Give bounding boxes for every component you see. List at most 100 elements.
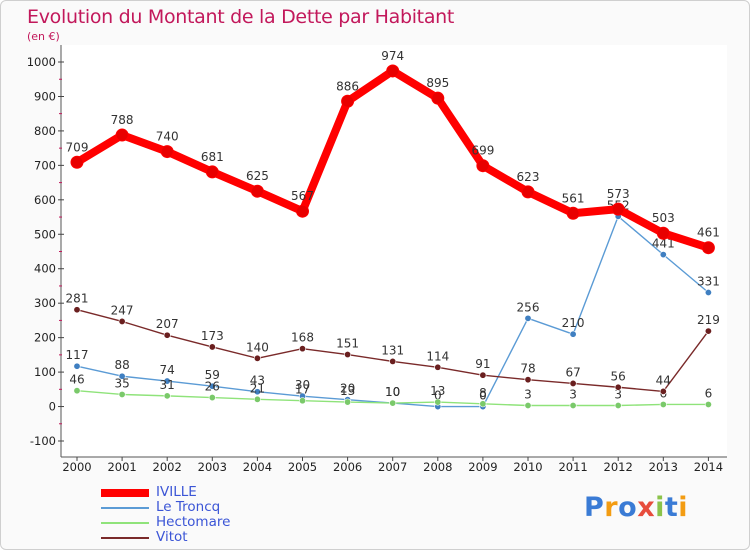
data-label-iville: 503 xyxy=(652,211,675,225)
data-point-vitot xyxy=(524,376,532,384)
data-label-vitot: 168 xyxy=(291,331,314,345)
proxiti-logo: Proxiti xyxy=(584,492,688,523)
data-label-vitot: 131 xyxy=(381,343,404,357)
data-point-vitot xyxy=(253,354,261,362)
x-tick-label: 2010 xyxy=(513,460,542,474)
data-label-le-troncq: 0 xyxy=(434,389,442,403)
legend-label-hectomare: Hectomare xyxy=(156,514,231,530)
data-point-hectomare xyxy=(659,400,667,408)
x-tick-label: 2005 xyxy=(288,460,317,474)
x-tick-label: 2008 xyxy=(423,460,452,474)
data-label-vitot: 114 xyxy=(426,349,449,363)
data-label-hectomare: 13 xyxy=(340,384,355,398)
chart-subtitle: (en €) xyxy=(27,30,60,43)
data-point-vitot xyxy=(163,331,171,339)
data-point-iville xyxy=(386,64,400,78)
data-label-le-troncq: 59 xyxy=(205,368,220,382)
data-point-vitot xyxy=(73,306,81,314)
y-tick-label: 200 xyxy=(34,331,56,345)
data-point-hectomare xyxy=(344,398,352,406)
y-tick-label: 1000 xyxy=(27,55,56,69)
x-tick-label: 2000 xyxy=(62,460,91,474)
data-point-hectomare xyxy=(73,387,81,395)
data-label-hectomare: 3 xyxy=(569,388,577,402)
data-label-le-troncq: 0 xyxy=(479,389,487,403)
legend-label-vitot: Vitot xyxy=(156,529,188,545)
data-label-iville: 740 xyxy=(156,130,179,144)
y-tick-label: 600 xyxy=(34,193,56,207)
data-label-iville: 625 xyxy=(246,169,269,183)
data-label-le-troncq: 210 xyxy=(562,316,585,330)
legend-swatch-iville xyxy=(101,489,149,497)
data-label-iville: 974 xyxy=(381,49,404,63)
data-label-vitot: 173 xyxy=(201,329,224,343)
data-point-iville xyxy=(656,226,670,240)
data-label-le-troncq: 117 xyxy=(66,348,89,362)
data-point-vitot xyxy=(569,379,577,387)
data-point-hectomare xyxy=(208,394,216,402)
data-label-iville: 623 xyxy=(517,170,540,184)
x-tick-label: 2012 xyxy=(604,460,633,474)
data-label-vitot: 44 xyxy=(656,373,671,387)
logo-letter: o xyxy=(618,492,638,523)
data-point-hectomare xyxy=(614,402,622,410)
data-label-vitot: 247 xyxy=(111,303,134,317)
legend-swatch-vitot xyxy=(101,537,149,539)
data-label-vitot: 78 xyxy=(520,362,535,376)
data-label-iville: 567 xyxy=(291,189,314,203)
data-label-hectomare: 31 xyxy=(160,378,175,392)
y-tick-label: 0 xyxy=(49,400,56,414)
data-label-hectomare: 13 xyxy=(430,384,445,398)
data-label-vitot: 207 xyxy=(156,317,179,331)
data-label-le-troncq: 331 xyxy=(697,275,720,289)
data-point-hectomare xyxy=(298,397,306,405)
data-label-hectomare: 3 xyxy=(524,388,532,402)
data-point-vitot xyxy=(208,343,216,351)
data-point-iville xyxy=(115,128,129,142)
data-point-iville xyxy=(205,165,219,179)
data-label-le-troncq: 20 xyxy=(340,382,355,396)
data-label-hectomare: 21 xyxy=(250,381,265,395)
data-point-le-troncq xyxy=(163,377,171,385)
data-label-hectomare: 46 xyxy=(69,373,84,387)
chart-title: Evolution du Montant de la Dette par Hab… xyxy=(27,6,455,28)
x-tick-label: 2014 xyxy=(694,460,723,474)
x-tick-label: 2011 xyxy=(558,460,587,474)
data-point-iville xyxy=(566,206,580,220)
data-point-vitot xyxy=(434,363,442,371)
data-point-iville xyxy=(611,202,625,216)
x-tick-label: 2009 xyxy=(468,460,497,474)
data-point-hectomare xyxy=(569,402,577,410)
data-point-vitot xyxy=(479,371,487,379)
data-point-hectomare xyxy=(163,392,171,400)
data-point-iville xyxy=(70,155,84,169)
x-tick-label: 2007 xyxy=(378,460,407,474)
data-point-iville xyxy=(701,241,715,255)
data-point-le-troncq xyxy=(704,289,712,297)
data-label-hectomare: 8 xyxy=(479,386,487,400)
y-tick-label: 300 xyxy=(34,296,56,310)
data-label-vitot: 56 xyxy=(611,369,626,383)
data-label-le-troncq: 30 xyxy=(295,378,310,392)
data-point-iville xyxy=(160,145,174,159)
logo-letter: P xyxy=(584,492,605,523)
data-label-hectomare: 10 xyxy=(385,385,400,399)
y-tick-label: 500 xyxy=(34,227,56,241)
x-tick-label: 2003 xyxy=(198,460,227,474)
data-label-iville: 699 xyxy=(471,144,494,158)
data-point-vitot xyxy=(118,317,126,325)
y-tick-label: 400 xyxy=(34,262,56,276)
y-tick-label: 800 xyxy=(34,124,56,138)
data-point-le-troncq xyxy=(524,314,532,322)
data-label-iville: 788 xyxy=(111,113,134,127)
data-label-hectomare: 26 xyxy=(205,380,220,394)
data-label-iville: 895 xyxy=(426,76,449,90)
data-label-le-troncq: 74 xyxy=(160,363,175,377)
data-point-iville xyxy=(341,94,355,108)
y-tick-label: -100 xyxy=(30,434,56,448)
data-point-vitot xyxy=(659,387,667,395)
data-point-vitot xyxy=(704,327,712,335)
data-label-vitot: 67 xyxy=(565,365,580,379)
data-point-hectomare xyxy=(118,390,126,398)
